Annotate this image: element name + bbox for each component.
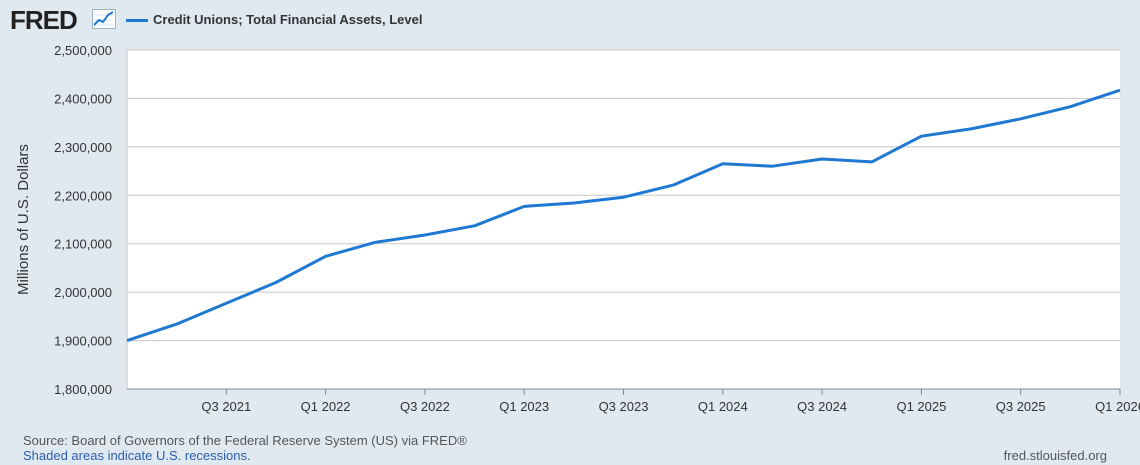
data-point[interactable] — [173, 320, 181, 328]
data-point[interactable] — [371, 238, 379, 246]
data-point[interactable] — [520, 202, 528, 210]
legend-swatch — [126, 19, 148, 22]
y-tick-label: 2,100,000 — [54, 237, 112, 252]
data-point[interactable] — [322, 252, 330, 260]
data-point[interactable] — [818, 155, 826, 163]
y-tick-label: 2,300,000 — [54, 140, 112, 155]
legend-label: Credit Unions; Total Financial Assets, L… — [153, 12, 423, 27]
x-tick-label: Q3 2022 — [400, 399, 450, 414]
data-point[interactable] — [917, 132, 925, 140]
data-point[interactable] — [669, 181, 677, 189]
line-chart-icon — [92, 9, 116, 29]
y-tick-label: 2,400,000 — [54, 91, 112, 106]
series-line[interactable] — [126, 88, 1121, 343]
data-point[interactable] — [1066, 103, 1074, 111]
data-point[interactable] — [620, 193, 628, 201]
chart-header: FRED Credit Unions; Total Financial Asse… — [0, 0, 1140, 40]
data-point[interactable] — [868, 158, 876, 166]
x-tick-label: Q3 2024 — [797, 399, 847, 414]
y-axis: 1,800,000 1,900,000 2,000,000 2,100,000 2,20… — [54, 43, 112, 397]
data-point[interactable] — [570, 199, 578, 207]
y-tick-label: 2,500,000 — [54, 43, 112, 58]
x-tick-label: Q1 2023 — [499, 399, 549, 414]
data-point[interactable] — [768, 162, 776, 170]
x-tick-label: Q3 2023 — [599, 399, 649, 414]
y-tick-label: 2,000,000 — [54, 285, 112, 300]
y-tick-label: 1,900,000 — [54, 334, 112, 349]
fred-logo[interactable]: FRED — [10, 5, 78, 35]
x-tick-label: Q1 2022 — [301, 399, 351, 414]
y-tick-label: 2,200,000 — [54, 188, 112, 203]
plot-area — [127, 50, 1120, 389]
data-point[interactable] — [272, 278, 280, 286]
data-point[interactable] — [421, 231, 429, 239]
y-tick-label: 1,800,000 — [54, 382, 112, 397]
x-tick-label: Q1 2024 — [698, 399, 748, 414]
x-tick-label: Q1 2025 — [896, 399, 946, 414]
source-note: Source: Board of Governors of the Federa… — [23, 433, 467, 448]
series-group — [123, 86, 1124, 345]
x-tick-label: Q3 2021 — [201, 399, 251, 414]
data-point[interactable] — [222, 299, 230, 307]
x-axis: Q3 2021 Q1 2022 Q3 2022 Q1 2023 Q3 2023 Q1 20… — [127, 388, 1140, 414]
data-point[interactable] — [471, 222, 479, 230]
data-point[interactable] — [967, 125, 975, 133]
data-point[interactable] — [1017, 115, 1025, 123]
x-tick-label: Q3 2025 — [996, 399, 1046, 414]
line-chart: 1,800,000 1,900,000 2,000,000 2,100,000 2,20… — [15, 43, 1140, 414]
y-axis-label: Millions of U.S. Dollars — [15, 144, 32, 295]
data-point[interactable] — [719, 160, 727, 168]
fred-url-link[interactable]: fred.stlouisfed.org — [1003, 448, 1107, 463]
data-point[interactable] — [123, 337, 131, 345]
recession-note: Shaded areas indicate U.S. recessions. — [23, 448, 251, 463]
x-tick-label: Q1 2026 — [1095, 399, 1140, 414]
data-point[interactable] — [1116, 86, 1124, 94]
